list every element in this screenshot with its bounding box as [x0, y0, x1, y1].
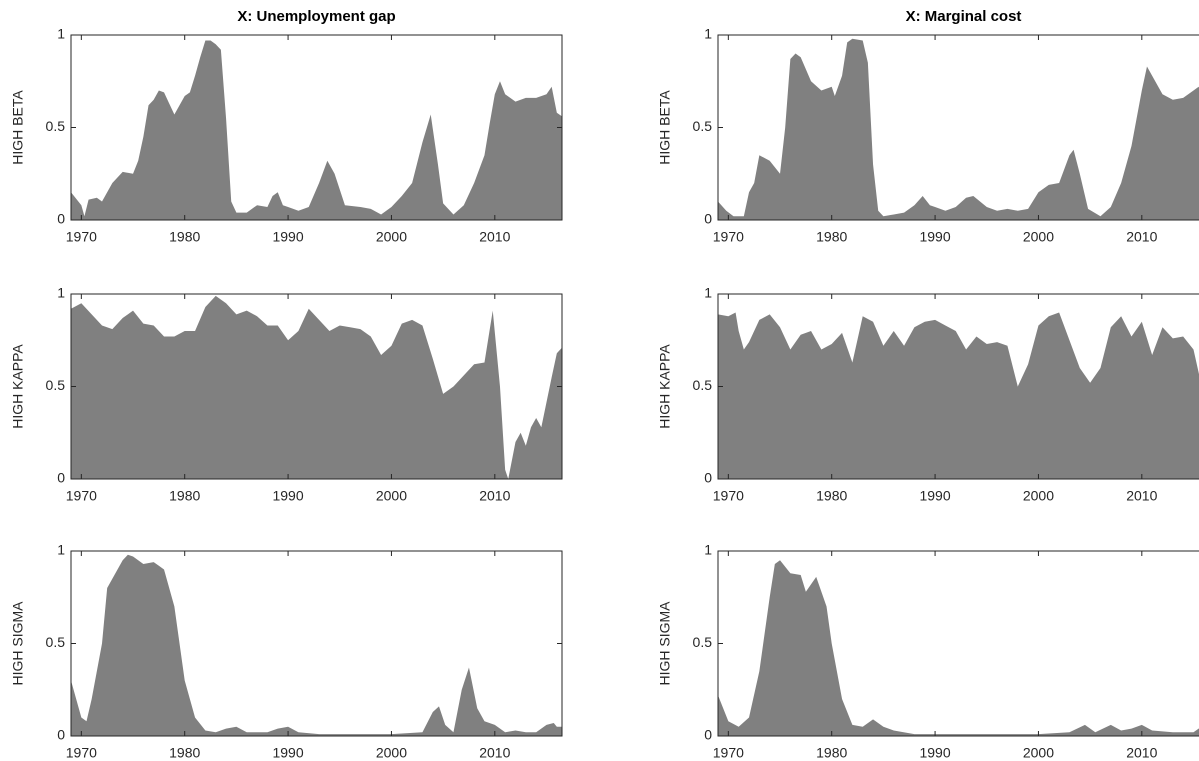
y-tick-label: 1 — [704, 26, 712, 42]
y-tick-label: 1 — [704, 542, 712, 558]
y-tick-label: 0 — [704, 727, 712, 743]
y-axis-label: HIGH SIGMA — [657, 601, 673, 686]
y-tick-label: 1 — [57, 285, 65, 301]
x-tick-label: 2010 — [479, 488, 510, 504]
y-tick-label: 1 — [57, 542, 65, 558]
y-axis-label: HIGH BETA — [657, 90, 673, 165]
x-tick-label: 1980 — [816, 745, 847, 761]
y-tick-label: 0.5 — [46, 377, 66, 393]
area — [71, 40, 562, 220]
plot-area — [718, 560, 1199, 736]
x-tick-label: 2000 — [376, 488, 407, 504]
y-tick-label: 0.5 — [693, 634, 713, 650]
panel-title: X: Unemployment gap — [237, 8, 395, 25]
x-tick-label: 2000 — [376, 745, 407, 761]
x-tick-label: 1980 — [816, 488, 847, 504]
x-tick-label: 1990 — [919, 745, 950, 761]
x-tick-label: 2010 — [1126, 745, 1157, 761]
plot-area — [71, 554, 562, 736]
y-axis-label: HIGH KAPPA — [657, 344, 673, 429]
panel: 0 0.5 1 1970 1980 1990 2000 2010 X: Marginal cos… — [657, 8, 1199, 245]
y-tick-label: 0.5 — [46, 634, 66, 650]
y-tick-label: 1 — [57, 26, 65, 42]
panel: 0 0.5 1 1970 1980 1990 2000 2010 HIGH SIGMA — [657, 542, 1199, 761]
x-tick-label: 1980 — [816, 229, 847, 245]
x-tick-label: 1970 — [713, 229, 744, 245]
panel: 0 0.5 1 1970 1980 1990 2000 2010 HIGH KAPPA — [10, 285, 563, 504]
y-tick-label: 0 — [704, 470, 712, 486]
y-axis-label: HIGH SIGMA — [10, 601, 26, 686]
x-tick-label: 2000 — [1023, 488, 1054, 504]
x-tick-label: 1970 — [66, 229, 97, 245]
panel: 0 0.5 1 1970 1980 1990 2000 2010 HIGH KAPPA — [657, 285, 1199, 504]
x-tick-label: 2000 — [376, 229, 407, 245]
y-axis-label: HIGH BETA — [10, 90, 26, 165]
y-tick-label: 0 — [57, 211, 65, 227]
plot-area — [718, 312, 1199, 479]
x-tick-label: 2010 — [479, 745, 510, 761]
area — [718, 38, 1199, 220]
x-tick-label: 2010 — [1126, 229, 1157, 245]
x-tick-label: 1970 — [66, 488, 97, 504]
x-tick-label: 1970 — [713, 488, 744, 504]
panel-title: X: Marginal cost — [906, 8, 1022, 25]
x-tick-label: 1980 — [169, 229, 200, 245]
area — [718, 560, 1199, 736]
area — [71, 554, 562, 736]
plot-area — [718, 38, 1199, 220]
x-tick-label: 1990 — [272, 229, 303, 245]
y-axis-label: HIGH KAPPA — [10, 344, 26, 429]
panel: 0 0.5 1 1970 1980 1990 2000 2010 X: Unemployment… — [10, 8, 563, 245]
y-tick-label: 0.5 — [693, 377, 713, 393]
x-tick-label: 1990 — [919, 488, 950, 504]
y-tick-label: 0 — [57, 727, 65, 743]
x-tick-label: 2010 — [479, 229, 510, 245]
x-tick-label: 2010 — [1126, 488, 1157, 504]
x-tick-label: 1970 — [713, 745, 744, 761]
x-tick-label: 1990 — [272, 488, 303, 504]
x-tick-label: 1980 — [169, 488, 200, 504]
y-tick-label: 0.5 — [693, 118, 713, 134]
y-tick-label: 0 — [704, 211, 712, 227]
y-tick-label: 0.5 — [46, 118, 66, 134]
x-tick-label: 1980 — [169, 745, 200, 761]
plot-area — [71, 295, 562, 479]
y-tick-label: 1 — [704, 285, 712, 301]
x-tick-label: 2000 — [1023, 229, 1054, 245]
y-tick-label: 0 — [57, 470, 65, 486]
panel: 0 0.5 1 1970 1980 1990 2000 2010 HIGH SIGMA — [10, 542, 563, 761]
plot-area — [71, 40, 562, 220]
x-tick-label: 1990 — [919, 229, 950, 245]
area — [718, 312, 1199, 479]
x-tick-label: 2000 — [1023, 745, 1054, 761]
area — [71, 295, 562, 479]
x-tick-label: 1970 — [66, 745, 97, 761]
x-tick-label: 1990 — [272, 745, 303, 761]
